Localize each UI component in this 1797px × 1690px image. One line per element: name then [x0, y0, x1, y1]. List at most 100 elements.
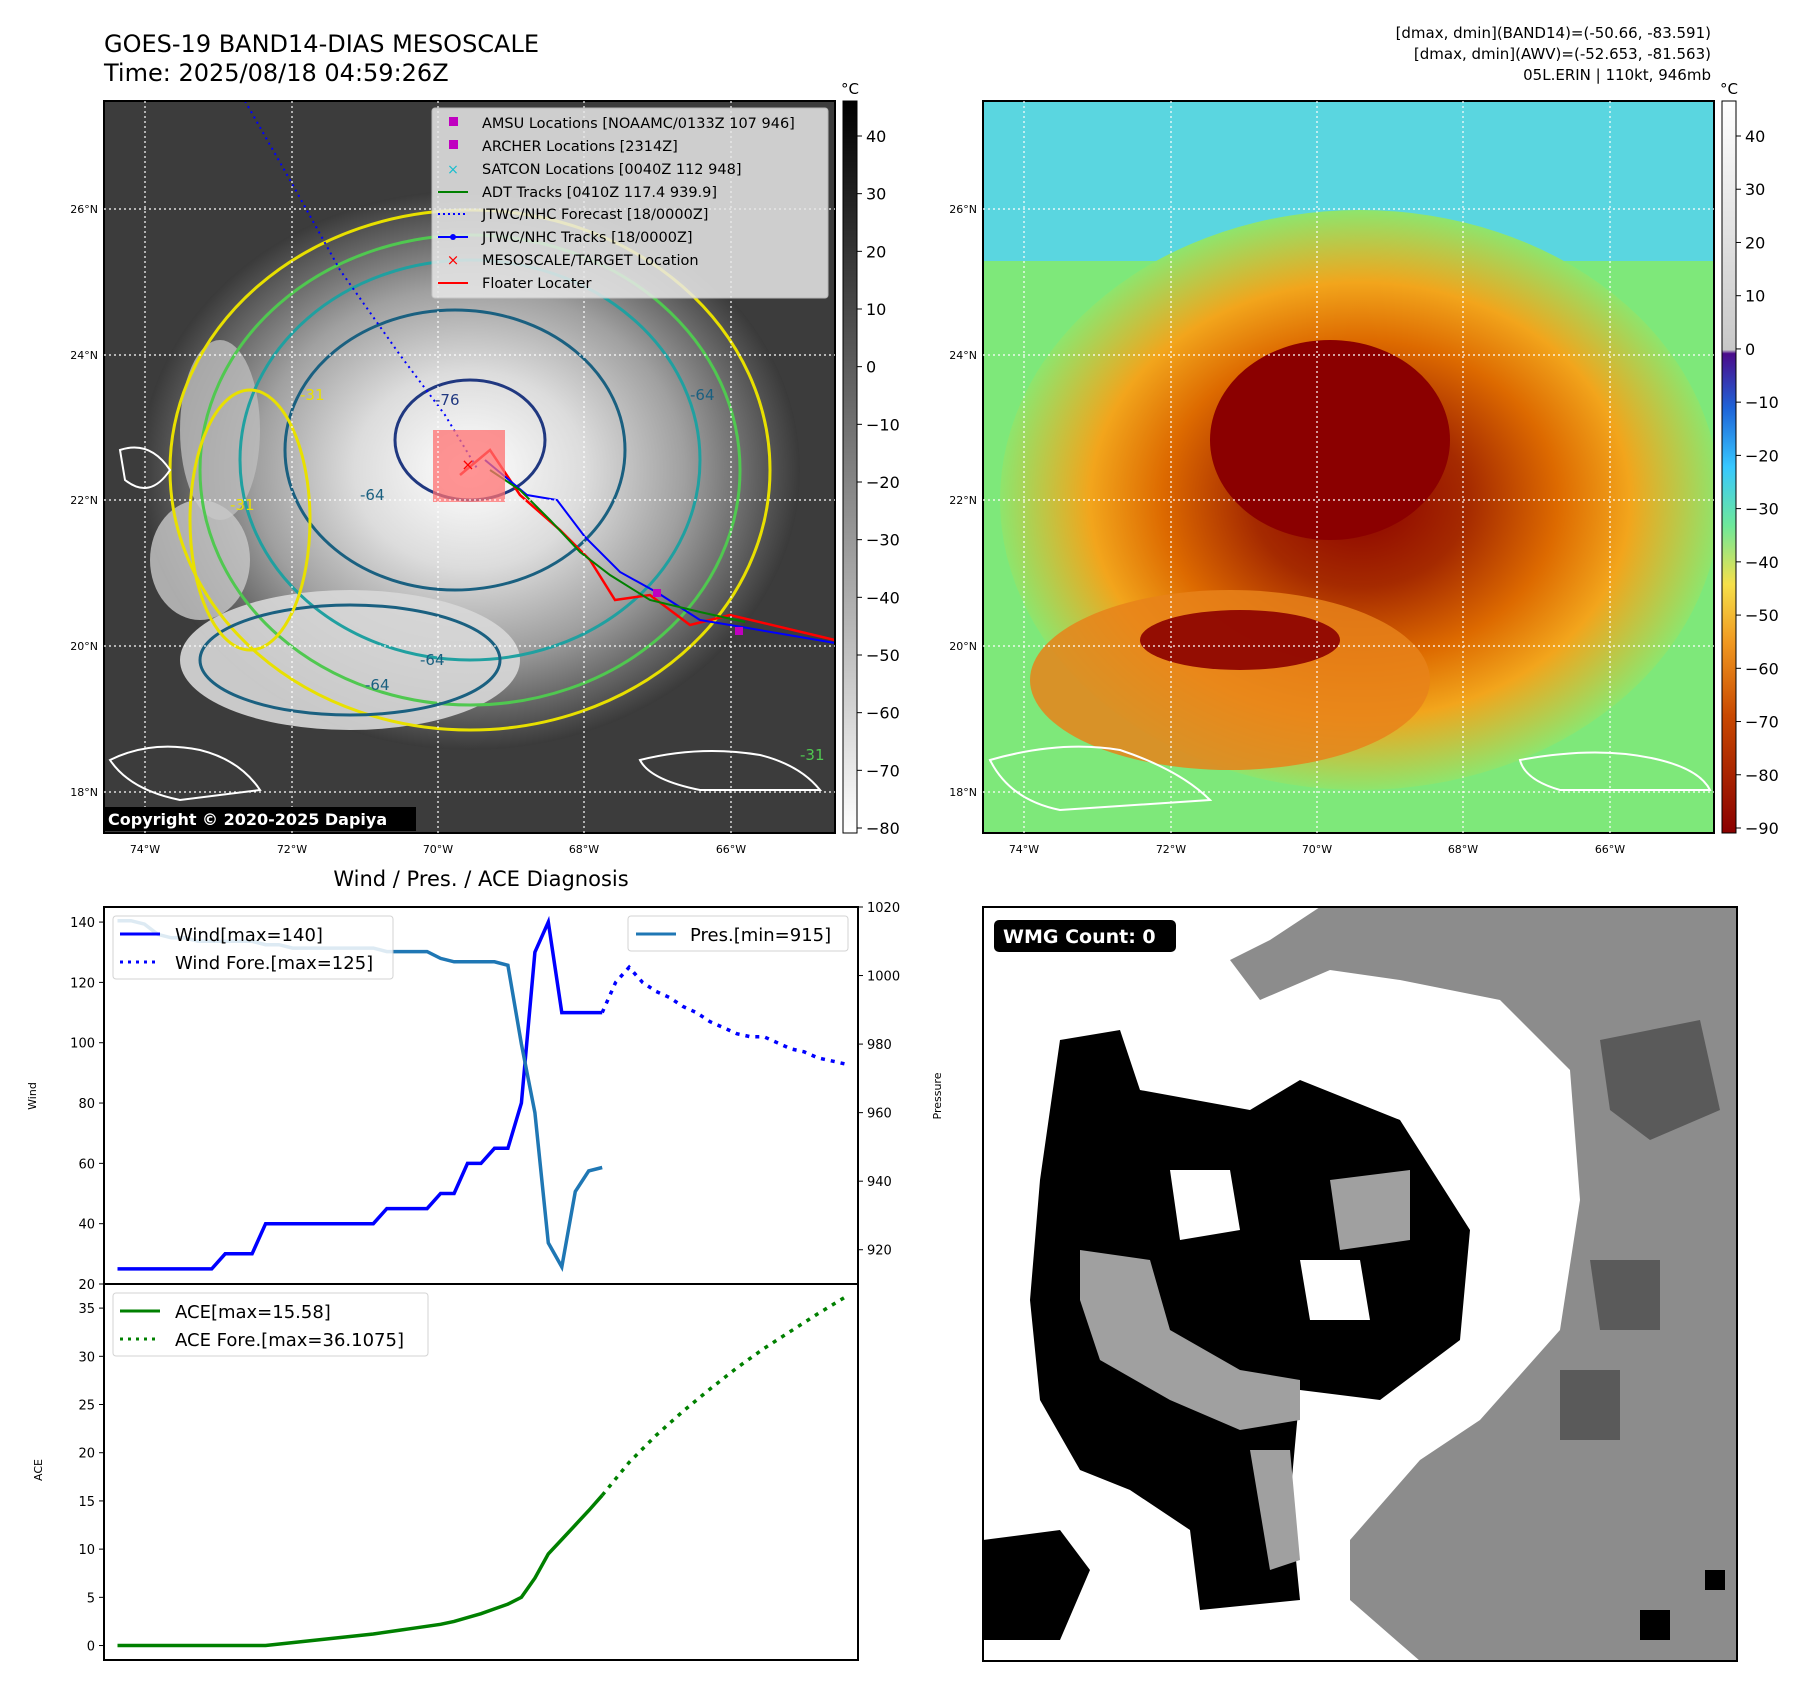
adt-track [489, 469, 746, 623]
ir-colorbar-tick-label: −20 [866, 473, 900, 492]
wind-ytick-label: 80 [78, 1097, 95, 1112]
contour-label: -64 [360, 486, 385, 504]
wmg-panel: WMG Count: 0 [982, 906, 1738, 1662]
ace-legend-label: ACE[max=15.58] [175, 1302, 331, 1323]
wmg-label-box [994, 920, 1176, 952]
wind-legend-box [112, 915, 394, 980]
ace-ytick-label: 15 [78, 1495, 95, 1510]
wind-ylabel: Wind [26, 1082, 39, 1110]
dias-colorbar-unit: °C [1720, 80, 1738, 98]
contour-label: -31 [800, 746, 825, 764]
coastline [988, 745, 1213, 812]
lat-tick: 18°N [70, 786, 98, 799]
legend-archer-marker [449, 140, 458, 149]
ir-colorbar-tick-label: 10 [866, 300, 886, 319]
dias-colorbar-tick-label: −10 [1745, 393, 1779, 412]
legend-target-label: MESOSCALE/TARGET Location [482, 253, 699, 269]
figure-title: GOES-19 BAND14-DIAS MESOSCALE [104, 30, 539, 58]
lon-tick: 70°W [1302, 843, 1332, 856]
contour-label: -64 [690, 386, 715, 404]
lat-tick: 26°N [70, 203, 98, 216]
dias-colorbar-tick-label: 10 [1745, 287, 1765, 306]
legend-box [431, 107, 829, 299]
figure-time: Time: 2025/08/18 04:59:26Z [103, 59, 449, 87]
pressure-ytick-label: 1020 [867, 901, 900, 916]
ir-colorbar-tick-label: −50 [866, 646, 900, 665]
contour-label: -76 [435, 391, 460, 409]
wmg-black-region [1030, 1030, 1470, 1610]
lon-tick: 66°W [716, 843, 746, 856]
dias-colorbar-tick-label: −50 [1745, 606, 1779, 625]
contour-label: -31 [300, 386, 325, 404]
ir-colorbar-tick-label: 20 [866, 242, 886, 261]
pressure-ytick-label: 940 [867, 1175, 892, 1190]
lon-tick: 74°W [1009, 843, 1039, 856]
band14-range: [dmax, dmin](BAND14)=(-50.66, -83.591) [1396, 24, 1711, 42]
lat-tick: 20°N [70, 640, 98, 653]
lat-tick: 24°N [949, 349, 977, 362]
dias-map-frame [982, 100, 1715, 834]
wmg-darkgray-region [1560, 1020, 1720, 1440]
wmg-white-pocket [1170, 1170, 1370, 1320]
legend-floater-label: Floater Locater [482, 276, 591, 292]
amsu-marker [735, 627, 743, 635]
dias-colorbar-ramp [1721, 100, 1737, 834]
dias-colorbar-tick-label: 30 [1745, 180, 1765, 199]
ir-colorbar-ramp [842, 100, 858, 834]
dias-colorbar-tick-label: −70 [1745, 713, 1779, 732]
dias-band-dark [1140, 610, 1340, 670]
legend-archer-label: ARCHER Locations [2314Z] [482, 139, 678, 155]
legend-satcon-label: SATCON Locations [0040Z 112 948] [482, 162, 741, 178]
lon-tick: 68°W [569, 843, 599, 856]
lat-tick: 22°N [70, 494, 98, 507]
dias-map-panel: 26°N 24°N 22°N 20°N 18°N 74°W 72°W 70°W … [949, 100, 1715, 856]
copyright-box [104, 807, 416, 831]
dias-colorbar-ticks: 40 30 20 10 0 −10 −20 −30 −40 −50 −60 −70 −80 −90 [1736, 127, 1779, 838]
dias-colorbar-tick-label: 20 [1745, 233, 1765, 252]
legend-target-marker: × [447, 251, 460, 269]
pressure-ytick-label: 920 [867, 1244, 892, 1259]
mesoscale-box [433, 430, 505, 502]
contour-label: -64 [420, 651, 445, 669]
lon-tick: 72°W [1156, 843, 1186, 856]
ace-ytick-label: 25 [78, 1399, 95, 1414]
ir-colorbar-tick-label: 40 [866, 127, 886, 146]
ir-colorbar-tick-label: −60 [866, 704, 900, 723]
ir-colorbar-tick-label: −30 [866, 531, 900, 550]
series-line-wind [117, 915, 603, 1271]
dias-colorbar-tick-label: −40 [1745, 553, 1779, 572]
lat-tick: 26°N [949, 203, 977, 216]
ace-ylabel: ACE [32, 1459, 45, 1481]
dias-eyewall [1210, 340, 1450, 540]
diagnosis-title: Wind / Pres. / ACE Diagnosis [333, 867, 628, 891]
wind-ytick-label: 120 [70, 976, 95, 991]
ir-colorbar-tick-label: −10 [866, 415, 900, 434]
ace-ytick-label: 10 [78, 1543, 95, 1558]
legend-adt-label: ADT Tracks [0410Z 117.4 939.9] [482, 185, 717, 201]
legend-satcon-marker: × [447, 162, 459, 178]
lat-tick: 22°N [949, 494, 977, 507]
legend-amsu-marker [449, 117, 458, 126]
ir-colorbar-tick-label: −40 [866, 588, 900, 607]
legend-amsu-label: AMSU Locations [NOAAMC/0133Z 107 946] [482, 116, 795, 132]
ace-ytick-label: 0 [87, 1640, 95, 1655]
wind-ytick-label: 40 [78, 1218, 95, 1233]
ir-colorbar-tick-label: −80 [866, 819, 900, 838]
dias-colorbar-tick-label: −20 [1745, 446, 1779, 465]
contour-band-outer [188, 388, 312, 652]
archer-marker [653, 589, 661, 597]
copyright-text: Copyright © 2020-2025 Dapiya [108, 810, 387, 829]
coastline [108, 745, 262, 802]
lat-tick: 20°N [949, 640, 977, 653]
wind-fore-legend-label: Wind Fore.[max=125] [175, 953, 373, 974]
coastline [638, 750, 823, 791]
pressure-legend-box [627, 915, 849, 952]
awv-range: [dmax, dmin](AWV)=(-52.653, -81.563) [1414, 45, 1711, 63]
contour-label: -64 [365, 676, 390, 694]
legend-track-label: JTWC/NHC Tracks [18/0000Z] [481, 230, 693, 246]
legend-track-dot [450, 234, 456, 240]
ir-colorbar-tick-label: −70 [866, 761, 900, 780]
legend-forecast-label: JTWC/NHC Forecast [18/0000Z] [481, 207, 708, 223]
pressure-ylabel: Pressure [931, 1072, 944, 1119]
